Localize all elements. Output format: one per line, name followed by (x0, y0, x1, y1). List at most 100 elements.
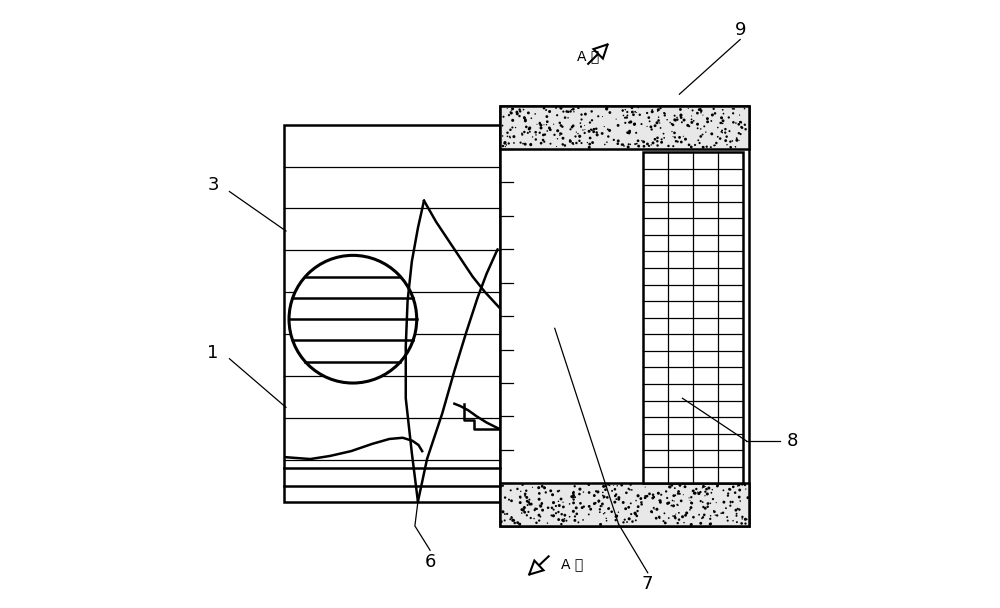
Point (503, 108, 519, 118)
Point (592, 505, 608, 514)
Point (517, 489, 533, 499)
Point (646, 492, 662, 502)
Point (624, 517, 640, 527)
Point (549, 134, 565, 143)
Point (634, 499, 650, 509)
Point (555, 107, 571, 117)
Point (725, 108, 741, 118)
Point (653, 123, 669, 133)
Point (661, 513, 677, 523)
Point (505, 104, 521, 114)
Point (600, 132, 616, 142)
Point (643, 140, 659, 150)
Point (517, 491, 533, 500)
Point (600, 480, 616, 489)
Point (670, 518, 686, 528)
Point (682, 505, 698, 514)
Point (506, 138, 522, 148)
Point (637, 482, 653, 492)
Point (728, 505, 744, 515)
Point (657, 518, 673, 528)
Point (505, 515, 521, 525)
Point (722, 485, 738, 494)
Point (564, 122, 580, 132)
Point (550, 486, 566, 496)
Point (636, 142, 652, 151)
Point (674, 117, 690, 127)
Point (643, 122, 659, 132)
Point (535, 130, 551, 140)
Point (606, 135, 622, 145)
Point (600, 125, 616, 134)
Point (531, 483, 547, 492)
Point (666, 496, 682, 506)
Point (685, 513, 701, 522)
Point (535, 505, 551, 515)
Point (664, 126, 680, 136)
Point (511, 111, 527, 121)
Point (556, 514, 572, 523)
Point (647, 121, 663, 131)
Point (656, 108, 672, 118)
Point (567, 511, 583, 521)
Point (621, 117, 637, 127)
Point (618, 488, 634, 498)
Point (627, 119, 643, 129)
Point (516, 503, 532, 513)
Point (644, 107, 660, 117)
Point (545, 511, 561, 520)
Point (502, 514, 518, 524)
Point (700, 117, 716, 126)
Point (577, 109, 593, 119)
Point (531, 510, 547, 520)
Point (573, 138, 589, 148)
Point (663, 500, 679, 510)
Point (608, 511, 624, 521)
Point (707, 140, 723, 150)
Point (734, 512, 750, 522)
Point (497, 138, 513, 148)
Point (552, 131, 568, 140)
Point (508, 123, 524, 133)
Point (618, 504, 634, 514)
Point (672, 480, 688, 490)
Point (543, 139, 559, 148)
Point (588, 124, 604, 134)
Point (629, 108, 645, 117)
Point (607, 485, 623, 494)
Point (581, 488, 597, 497)
Point (608, 494, 624, 504)
Point (654, 134, 670, 144)
Point (739, 514, 755, 524)
Point (565, 488, 581, 498)
Point (718, 136, 734, 145)
Point (505, 516, 521, 525)
Point (510, 518, 526, 528)
Point (503, 486, 519, 496)
Point (644, 508, 660, 517)
Point (538, 105, 554, 115)
Point (533, 120, 549, 130)
Point (582, 139, 598, 149)
Point (731, 492, 747, 502)
Point (676, 115, 692, 125)
Point (535, 135, 551, 145)
Point (722, 137, 738, 147)
Point (609, 481, 625, 491)
Point (528, 128, 544, 137)
Point (495, 507, 511, 517)
Point (569, 509, 585, 519)
Point (536, 120, 552, 130)
Point (565, 121, 581, 131)
Point (590, 497, 606, 507)
Point (703, 488, 719, 498)
Point (672, 133, 688, 142)
Point (573, 122, 589, 131)
Point (685, 486, 701, 496)
Point (517, 116, 533, 126)
Point (566, 107, 582, 117)
Point (670, 500, 686, 510)
Point (720, 489, 736, 499)
Point (704, 129, 720, 139)
Point (576, 502, 592, 511)
